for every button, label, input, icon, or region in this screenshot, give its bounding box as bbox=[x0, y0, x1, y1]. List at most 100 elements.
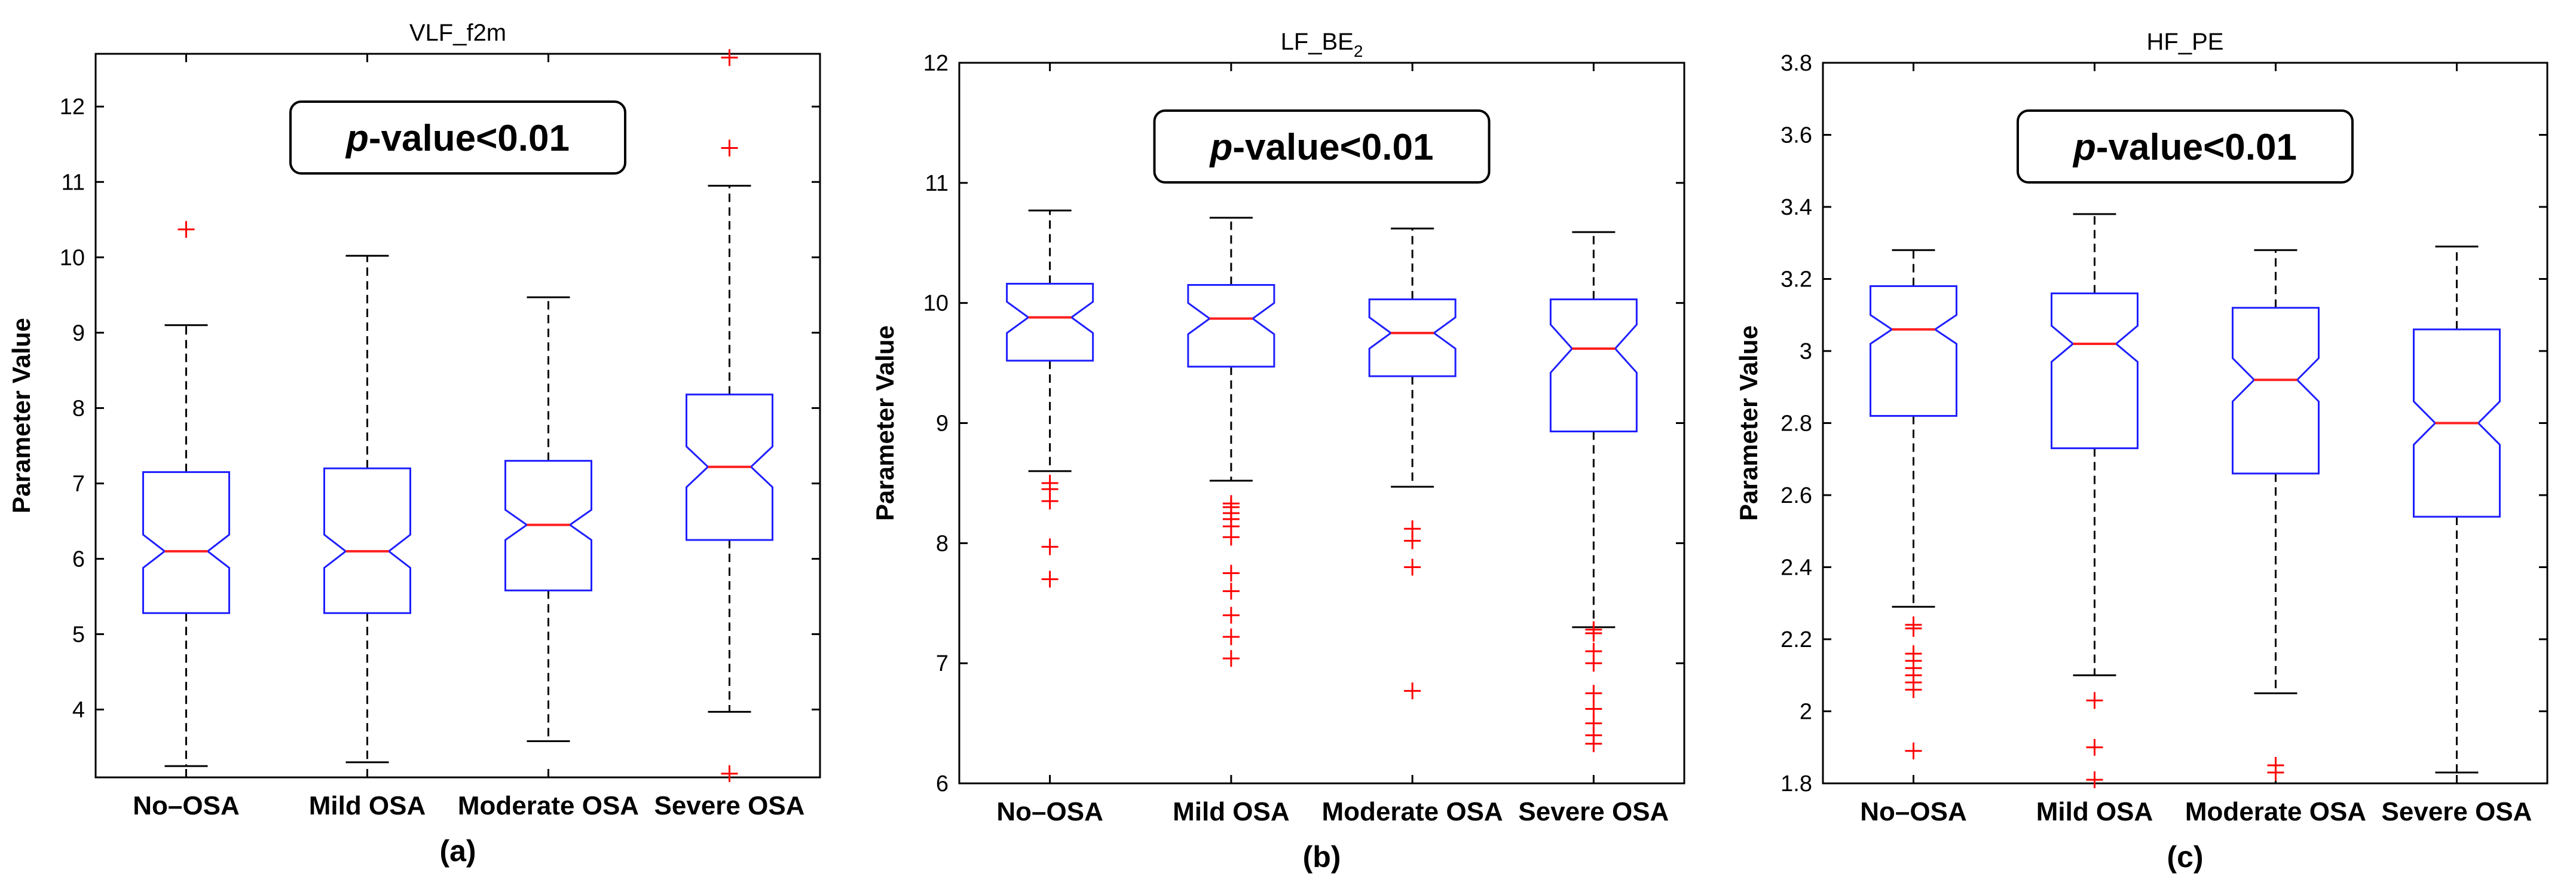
chart-title: HF_PE bbox=[2147, 29, 2224, 55]
category-label: Severe OSA bbox=[654, 791, 805, 820]
p-value-italic: p bbox=[1209, 127, 1233, 168]
outlier-point bbox=[1585, 735, 1602, 752]
y-tick-label: 9 bbox=[936, 411, 949, 437]
box-body bbox=[323, 467, 411, 614]
box-body bbox=[1006, 283, 1094, 362]
y-tick-label: 8 bbox=[72, 396, 85, 421]
y-axis-label: Parameter Value bbox=[1734, 325, 1763, 521]
panel-2: 6 7 8 9 10 11 12 No–OSA Mild OSA Moderate OSA Seve… bbox=[871, 29, 1685, 874]
y-tick-label: 12 bbox=[923, 51, 949, 76]
outlier-point bbox=[1585, 624, 1602, 642]
outlier-point bbox=[1404, 559, 1421, 576]
box-1 bbox=[1870, 249, 1957, 759]
y-tick-label: 6 bbox=[936, 771, 949, 797]
outlier-point bbox=[2086, 771, 2103, 788]
box-body bbox=[2051, 292, 2138, 450]
y-tick-label: 7 bbox=[72, 471, 85, 496]
box-4 bbox=[1549, 231, 1638, 752]
outlier-point bbox=[1585, 700, 1602, 718]
outlier-point bbox=[178, 221, 195, 238]
y-tick-label: 12 bbox=[60, 94, 85, 120]
y-tick-label: 8 bbox=[936, 531, 949, 556]
box-3 bbox=[1368, 227, 1457, 700]
y-tick-label: 11 bbox=[925, 171, 949, 196]
outlier-point bbox=[2267, 764, 2284, 781]
box-2 bbox=[2051, 213, 2138, 788]
category-label: No–OSA bbox=[133, 791, 239, 820]
p-value-text: -value<0.01 bbox=[369, 118, 570, 159]
p-value-italic: p bbox=[2072, 127, 2096, 168]
box-2 bbox=[323, 255, 411, 764]
box-4 bbox=[686, 49, 773, 782]
y-axis-label: Parameter Value bbox=[871, 325, 899, 521]
category-label: Mild OSA bbox=[1173, 797, 1290, 826]
axes-frame bbox=[94, 53, 821, 779]
y-tick-label: 9 bbox=[72, 321, 85, 346]
box-1 bbox=[1006, 209, 1094, 588]
y-tick-label: 3.6 bbox=[1780, 123, 1812, 148]
category-label: Mild OSA bbox=[2036, 797, 2153, 826]
y-tick-label: 3.8 bbox=[1780, 51, 1812, 76]
y-tick-label: 1.8 bbox=[1780, 771, 1812, 797]
annotation-box bbox=[1153, 109, 1491, 184]
box-body bbox=[1549, 298, 1638, 433]
panel-caption: (b) bbox=[1303, 840, 1341, 874]
p-value-annotation: p-value<0.01 bbox=[1209, 127, 1434, 168]
outlier-point bbox=[1222, 529, 1240, 546]
box-3 bbox=[504, 296, 592, 742]
p-value-annotation: p-value<0.01 bbox=[345, 118, 570, 159]
outlier-point bbox=[1041, 538, 1058, 556]
y-tick-label: 4 bbox=[72, 698, 85, 723]
outlier-point bbox=[721, 139, 738, 157]
category-label: Severe OSA bbox=[1518, 797, 1669, 826]
panel-1: 4 5 6 7 8 9 10 11 12 No–OSA Mild OSA Moderate OSA Se… bbox=[7, 20, 821, 868]
p-value-text: -value<0.01 bbox=[1232, 127, 1433, 168]
box-body bbox=[2413, 328, 2501, 518]
y-tick-label: 10 bbox=[923, 291, 949, 316]
outlier-point bbox=[1222, 628, 1240, 645]
y-tick-label: 2.8 bbox=[1780, 411, 1812, 437]
box-body bbox=[2232, 307, 2320, 475]
outlier-point bbox=[1222, 582, 1240, 600]
outlier-point bbox=[1585, 655, 1602, 672]
outlier-point bbox=[1404, 532, 1421, 550]
y-tick-label: 10 bbox=[60, 245, 85, 270]
annotation-box bbox=[289, 100, 626, 175]
panel-caption: (c) bbox=[2167, 840, 2203, 874]
outlier-point bbox=[2086, 739, 2103, 756]
y-tick-label: 2.4 bbox=[1780, 556, 1812, 581]
outlier-point bbox=[2086, 692, 2103, 709]
chart-title: VLF_f2m bbox=[409, 20, 506, 46]
outlier-point bbox=[1222, 650, 1240, 667]
box-4 bbox=[2413, 245, 2501, 774]
chart-title: LF_BE2 bbox=[1281, 29, 1363, 60]
y-tick-label: 5 bbox=[72, 622, 85, 648]
box-body bbox=[142, 471, 230, 614]
box-3 bbox=[2232, 249, 2320, 781]
outlier-point bbox=[1222, 564, 1240, 582]
y-tick-label: 2.6 bbox=[1780, 483, 1812, 508]
p-value-annotation: p-value<0.01 bbox=[2072, 127, 2297, 168]
p-value-italic: p bbox=[345, 118, 369, 159]
outlier-point bbox=[721, 765, 738, 782]
panel-3: 1.8 2 2.2 2.4 2.6 2.8 3 3.2 3.4 3.6 3.8 No–OSA Mild … bbox=[1734, 29, 2549, 874]
category-label: No–OSA bbox=[1860, 797, 1966, 826]
box-body bbox=[504, 460, 592, 591]
chart-title-subscript: 2 bbox=[1354, 42, 1363, 60]
outlier-point bbox=[1041, 570, 1058, 588]
y-tick-label: 11 bbox=[62, 170, 85, 195]
outlier-point bbox=[721, 49, 738, 66]
outlier-point bbox=[1905, 742, 1922, 759]
outlier-point bbox=[1041, 493, 1058, 510]
outlier-point bbox=[1905, 681, 1922, 698]
y-tick-label: 2 bbox=[1800, 700, 1812, 725]
box-body bbox=[1187, 284, 1275, 368]
outlier-point bbox=[1404, 682, 1421, 700]
annotation-box bbox=[2017, 109, 2354, 184]
category-label: Moderate OSA bbox=[458, 791, 639, 820]
y-tick-label: 3.2 bbox=[1780, 267, 1812, 292]
y-tick-label: 2.2 bbox=[1780, 627, 1812, 652]
outlier-point bbox=[1222, 606, 1240, 624]
p-value-text: -value<0.01 bbox=[2096, 127, 2297, 168]
